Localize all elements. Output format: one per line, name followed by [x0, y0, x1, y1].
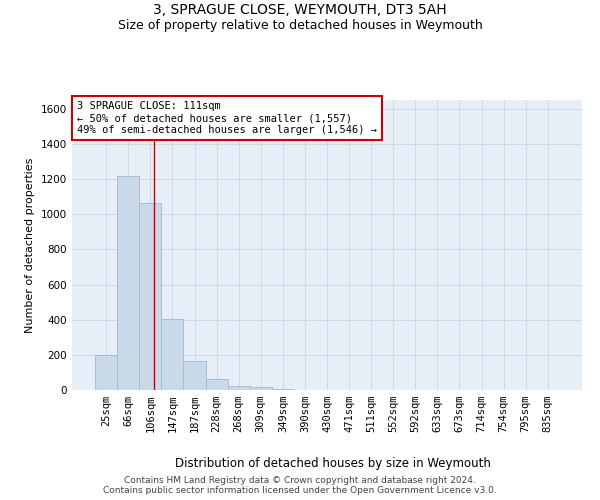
Bar: [139, 203, 161, 390]
Text: 3, SPRAGUE CLOSE, WEYMOUTH, DT3 5AH: 3, SPRAGUE CLOSE, WEYMOUTH, DT3 5AH: [153, 2, 447, 16]
Bar: [250, 388, 272, 390]
Bar: [161, 319, 184, 390]
Bar: [184, 362, 206, 390]
Text: Contains HM Land Registry data © Crown copyright and database right 2024.
Contai: Contains HM Land Registry data © Crown c…: [103, 476, 497, 495]
Bar: [206, 380, 227, 390]
Bar: [117, 176, 139, 390]
Text: Size of property relative to detached houses in Weymouth: Size of property relative to detached ho…: [118, 19, 482, 32]
Y-axis label: Number of detached properties: Number of detached properties: [25, 158, 35, 332]
Bar: [95, 355, 117, 390]
Text: Distribution of detached houses by size in Weymouth: Distribution of detached houses by size …: [175, 458, 491, 470]
Text: 3 SPRAGUE CLOSE: 111sqm
← 50% of detached houses are smaller (1,557)
49% of semi: 3 SPRAGUE CLOSE: 111sqm ← 50% of detache…: [77, 102, 377, 134]
Bar: [227, 386, 250, 390]
Bar: [272, 389, 294, 390]
